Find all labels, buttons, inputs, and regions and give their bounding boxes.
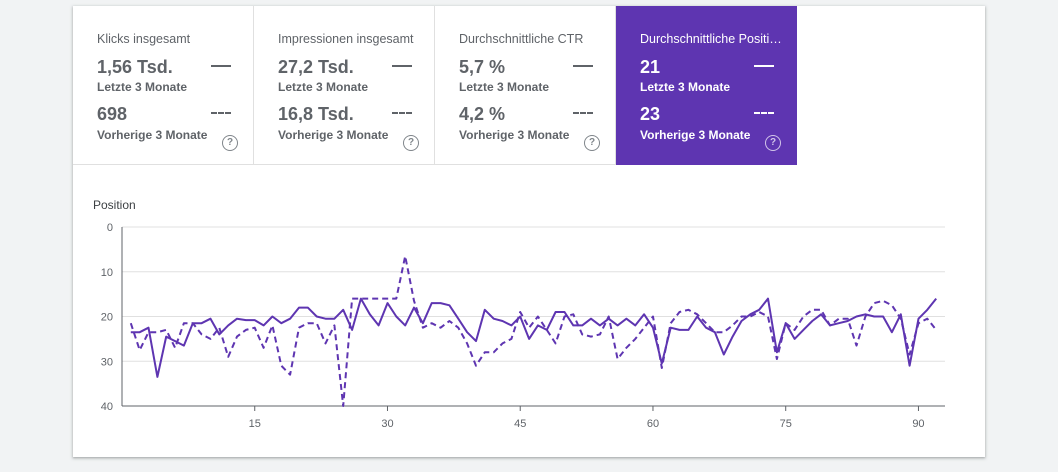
metric-tile-position[interactable]: Durchschnittliche Positi… 21 Letzte 3 Mo… <box>616 6 797 165</box>
metric-title: Klicks insgesamt <box>97 32 191 46</box>
x-tick-label: 45 <box>514 418 526 430</box>
x-tick-label: 90 <box>912 418 924 430</box>
metric-previous-value: 4,2 % <box>459 104 506 124</box>
metric-current-label: Letzte 3 Monate <box>97 80 188 94</box>
y-tick-label: 20 <box>101 312 113 324</box>
help-circle-icon[interactable]: ? <box>222 135 238 151</box>
y-tick-label: 0 <box>107 222 113 234</box>
metric-current-label: Letzte 3 Monate <box>278 80 369 94</box>
x-tick-label: 75 <box>780 418 792 430</box>
help-circle-icon[interactable]: ? <box>584 135 600 151</box>
metric-previous-label: Vorherige 3 Monate <box>97 128 208 142</box>
metric-previous-value: 698 <box>97 104 128 124</box>
help-circle-icon[interactable]: ? <box>403 135 419 151</box>
metric-previous-label: Vorherige 3 Monate <box>459 128 570 142</box>
dashed-line-legend-icon <box>754 112 774 114</box>
y-axis-title: Position <box>93 198 136 212</box>
x-tick-label: 30 <box>381 418 393 430</box>
performance-card: Klicks insgesamt 1,56 Tsd. Letzte 3 Mona… <box>73 6 985 457</box>
metric-title: Durchschnittliche CTR <box>459 32 584 46</box>
solid-line-legend-icon <box>392 65 412 67</box>
y-tick-label: 30 <box>101 356 113 368</box>
metric-tile-impressions[interactable]: Impressionen insgesamt 27,2 Tsd. Letzte … <box>254 6 435 165</box>
help-circle-icon[interactable]: ? <box>765 135 781 151</box>
metric-current-value: 1,56 Tsd. <box>97 57 173 77</box>
metric-tile-clicks[interactable]: Klicks insgesamt 1,56 Tsd. Letzte 3 Mona… <box>73 6 254 165</box>
metric-current-value: 5,7 % <box>459 57 506 77</box>
position-chart-area: Position 0 10 20 30 40 15 30 45 60 75 90 <box>73 165 985 457</box>
series-line-previous <box>129 255 937 407</box>
metric-tile-ctr[interactable]: Durchschnittliche CTR 5,7 % Letzte 3 Mon… <box>435 6 616 165</box>
metric-tiles: Klicks insgesamt 1,56 Tsd. Letzte 3 Mona… <box>73 6 797 165</box>
metric-current-label: Letzte 3 Monate <box>459 80 550 94</box>
metric-current-value: 27,2 Tsd. <box>278 57 354 77</box>
metric-previous-label: Vorherige 3 Monate <box>278 128 389 142</box>
dashed-line-legend-icon <box>211 112 231 114</box>
x-tick-label: 60 <box>647 418 659 430</box>
solid-line-legend-icon <box>573 65 593 67</box>
metric-title: Impressionen insgesamt <box>278 32 414 46</box>
metric-current-label: Letzte 3 Monate <box>640 80 731 94</box>
series-line-current <box>130 297 937 378</box>
x-tick-label: 15 <box>249 418 261 430</box>
position-line-chart[interactable]: Position 0 10 20 30 40 15 30 45 60 75 90 <box>73 165 985 457</box>
dashed-line-legend-icon <box>392 112 412 114</box>
metric-current-value: 21 <box>640 57 661 77</box>
solid-line-legend-icon <box>211 65 231 67</box>
y-tick-label: 10 <box>101 267 113 279</box>
metric-title: Durchschnittliche Positi… <box>640 32 782 46</box>
metric-previous-label: Vorherige 3 Monate <box>640 128 751 142</box>
solid-line-legend-icon <box>754 65 774 67</box>
metric-previous-value: 16,8 Tsd. <box>278 104 354 124</box>
y-tick-label: 40 <box>101 401 113 413</box>
metric-previous-value: 23 <box>640 104 661 124</box>
dashed-line-legend-icon <box>573 112 593 114</box>
